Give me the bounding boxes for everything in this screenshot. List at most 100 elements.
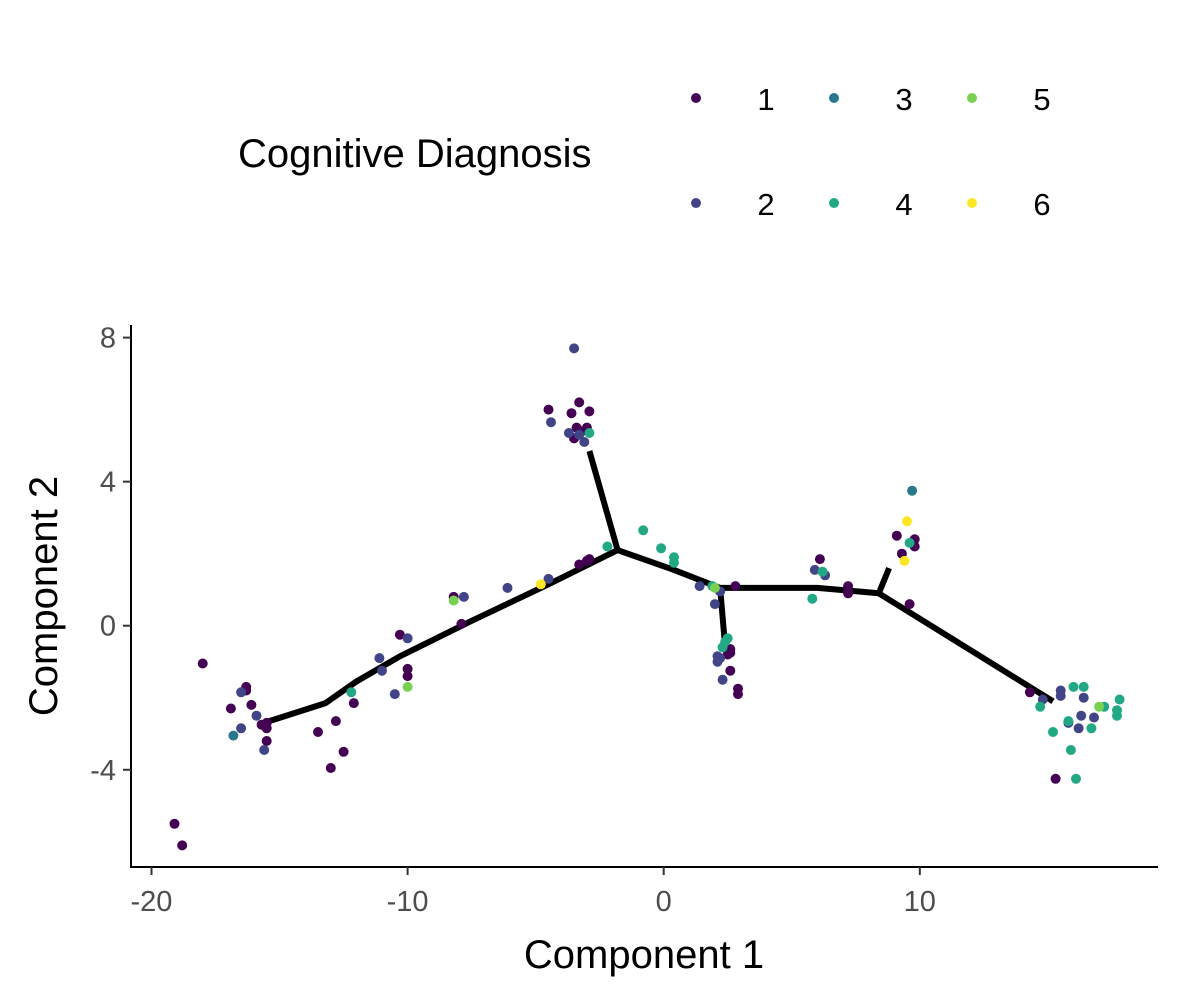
- point-diagnosis-1-48: [733, 689, 743, 700]
- point-diagnosis-4-5: [656, 543, 667, 554]
- point-diagnosis-1-23: [566, 408, 577, 419]
- trajectory-branch-2: [586, 450, 621, 551]
- point-diagnosis-4-3: [602, 541, 613, 552]
- x-axis-title: Component 1: [524, 933, 764, 977]
- point-diagnosis-4-19: [1071, 773, 1081, 784]
- x-tick-label: 10: [904, 886, 936, 918]
- point-diagnosis-3-2: [907, 485, 918, 496]
- legend-key-1: [691, 93, 701, 103]
- point-diagnosis-1-49: [725, 665, 736, 676]
- point-diagnosis-2-10: [502, 582, 513, 593]
- point-diagnosis-1-12: [313, 727, 323, 737]
- point-diagnosis-6-3: [902, 516, 912, 527]
- trajectory-branch-3: [616, 547, 880, 597]
- x-ticks: -20 -10 0 10: [131, 867, 936, 918]
- legend-key-6: [967, 198, 977, 208]
- point-diagnosis-2-32: [1078, 692, 1089, 703]
- point-diagnosis-1-14: [325, 763, 336, 773]
- legend-key-2: [691, 198, 701, 208]
- point-diagnosis-2-14: [574, 429, 585, 440]
- point-diagnosis-2-22: [717, 674, 728, 685]
- point-diagnosis-4-4: [638, 525, 649, 536]
- point-diagnosis-2-18: [709, 599, 720, 610]
- point-diagnosis-1-36: [843, 588, 854, 599]
- point-diagnosis-4-18: [1065, 745, 1076, 755]
- point-diagnosis-1-16: [348, 698, 359, 709]
- x-tick-label: -10: [387, 886, 429, 918]
- point-diagnosis-2-28: [1055, 690, 1066, 701]
- legend-label-2: 2: [757, 187, 774, 222]
- y-tick-label: 4: [100, 467, 116, 499]
- y-tick-label: 0: [100, 611, 116, 643]
- point-diagnosis-2-12: [563, 428, 574, 438]
- point-diagnosis-1-10: [261, 736, 272, 746]
- point-diagnosis-4-15: [1035, 701, 1046, 712]
- point-diagnosis-2-33: [1089, 712, 1099, 723]
- point-diagnosis-1-41: [904, 599, 915, 610]
- legend-key-4: [829, 198, 839, 208]
- point-diagnosis-1-2: [169, 818, 180, 829]
- point-diagnosis-4-11: [722, 633, 733, 644]
- point-diagnosis-2-23: [715, 653, 726, 664]
- y-tick-label: -4: [90, 755, 116, 787]
- point-diagnosis-1-32: [584, 554, 595, 565]
- point-diagnosis-1-17: [394, 629, 405, 640]
- point-diagnosis-4-20: [1068, 681, 1079, 692]
- point-diagnosis-1-46: [722, 649, 733, 660]
- trajectory-layer: [268, 450, 1055, 724]
- trajectory-branch-1: [268, 547, 619, 724]
- points-layer: [169, 343, 1125, 851]
- point-diagnosis-4-16: [1048, 727, 1058, 737]
- point-diagnosis-4-2: [584, 428, 595, 438]
- point-diagnosis-4-25: [1112, 705, 1122, 716]
- point-diagnosis-2-24: [809, 564, 820, 575]
- point-diagnosis-2-13: [569, 343, 580, 354]
- point-diagnosis-1-3: [177, 840, 188, 851]
- point-diagnosis-1-37: [891, 530, 902, 541]
- point-diagnosis-1-4: [225, 703, 236, 714]
- point-diagnosis-1-21: [456, 618, 467, 629]
- trajectory-branch-5: [876, 566, 892, 595]
- legend-label-5: 5: [1033, 82, 1050, 117]
- point-diagnosis-5-2: [402, 681, 413, 692]
- legend-label-3: 3: [895, 82, 912, 117]
- point-diagnosis-1-33: [814, 554, 825, 565]
- point-diagnosis-2-6: [377, 665, 387, 676]
- point-diagnosis-1-19: [402, 663, 413, 674]
- trajectory-branch-6: [877, 590, 1055, 704]
- point-diagnosis-3-1: [228, 730, 239, 741]
- point-diagnosis-5-1: [448, 595, 459, 606]
- point-diagnosis-2-30: [1073, 723, 1084, 734]
- y-ticks: -4 0 4 8: [90, 323, 131, 787]
- point-diagnosis-4-7: [669, 557, 679, 568]
- legend-title: Cognitive Diagnosis: [238, 132, 592, 176]
- legend-label-6: 6: [1033, 187, 1050, 222]
- point-diagnosis-2-11: [546, 417, 556, 428]
- y-tick-label: 8: [100, 323, 116, 355]
- point-diagnosis-2-8: [402, 633, 413, 644]
- x-tick-label: -20: [131, 886, 173, 918]
- point-diagnosis-1-42: [730, 581, 741, 592]
- legend-key-5: [967, 93, 977, 103]
- point-diagnosis-1-50: [1024, 687, 1035, 698]
- point-diagnosis-1-1: [197, 658, 208, 669]
- point-diagnosis-5-3: [709, 582, 720, 593]
- legend-entries: 1 2 3 4 5 6: [691, 82, 1051, 222]
- point-diagnosis-4-14: [904, 537, 915, 548]
- point-diagnosis-1-11: [261, 717, 272, 728]
- point-diagnosis-2-17: [694, 581, 705, 592]
- plot-area: [169, 343, 1125, 851]
- point-diagnosis-2-15: [579, 437, 590, 447]
- axes: -20 -10 0 10 -4 0 4 8: [90, 323, 1158, 918]
- point-diagnosis-2-16: [543, 573, 554, 584]
- point-diagnosis-1-30: [574, 559, 585, 570]
- point-diagnosis-1-18: [402, 671, 413, 682]
- point-diagnosis-2-4: [259, 745, 270, 755]
- point-diagnosis-4-17: [1063, 716, 1074, 727]
- point-diagnosis-4-1: [346, 687, 357, 698]
- legend-label-4: 4: [895, 187, 912, 222]
- point-diagnosis-4-22: [1086, 723, 1097, 734]
- point-diagnosis-4-21: [1078, 681, 1089, 692]
- point-diagnosis-1-22: [543, 404, 554, 415]
